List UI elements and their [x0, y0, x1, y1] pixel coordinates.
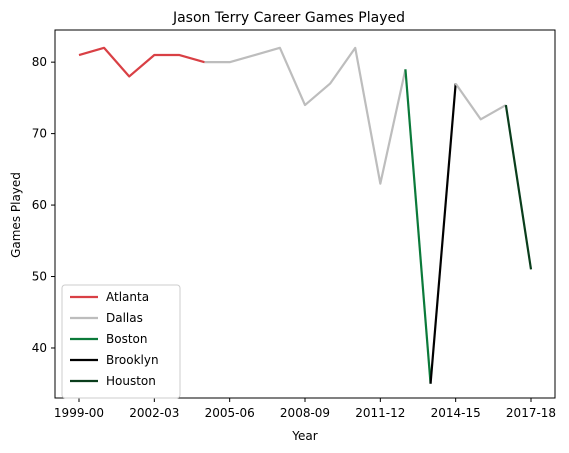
x-tick-label: 2011-12: [355, 406, 405, 420]
axis-ticks: 1999-00 2002-03 2005-06 2008-09 2011-12 2014-…: [32, 55, 556, 420]
y-axis-label: Games Played: [9, 172, 23, 258]
x-tick-label: 2014-15: [431, 406, 481, 420]
series-line-dallas-1: [204, 46, 407, 185]
y-tick-label: 70: [32, 127, 47, 141]
series-line-atlanta-0: [78, 46, 205, 78]
series-line-brooklyn-3: [429, 83, 457, 384]
x-axis-label: Year: [291, 429, 317, 443]
legend-label-boston: Boston: [106, 332, 147, 346]
series-line-boston-2: [404, 69, 432, 384]
series-line-houston-5: [504, 104, 533, 270]
legend-label-atlanta: Atlanta: [106, 290, 149, 304]
series-lines: [78, 46, 533, 384]
series-line-dallas-4: [454, 82, 507, 121]
legend-label-dallas: Dallas: [106, 311, 143, 325]
y-tick-label: 60: [32, 198, 47, 212]
legend-label-brooklyn: Brooklyn: [106, 353, 159, 367]
chart-title: Jason Terry Career Games Played: [172, 10, 405, 26]
x-tick-label: 1999-00: [54, 406, 104, 420]
x-tick-label: 2017-18: [506, 406, 556, 420]
x-tick-label: 2005-06: [205, 406, 255, 420]
legend-label-houston: Houston: [106, 374, 156, 388]
x-tick-label: 2008-09: [280, 406, 330, 420]
x-tick-label: 2002-03: [129, 406, 179, 420]
legend-box: [61, 284, 181, 399]
y-tick-label: 50: [32, 270, 47, 284]
y-tick-label: 40: [32, 341, 47, 355]
legend: Atlanta Dallas Boston Brooklyn Houston: [61, 284, 181, 399]
y-tick-label: 80: [32, 55, 47, 69]
